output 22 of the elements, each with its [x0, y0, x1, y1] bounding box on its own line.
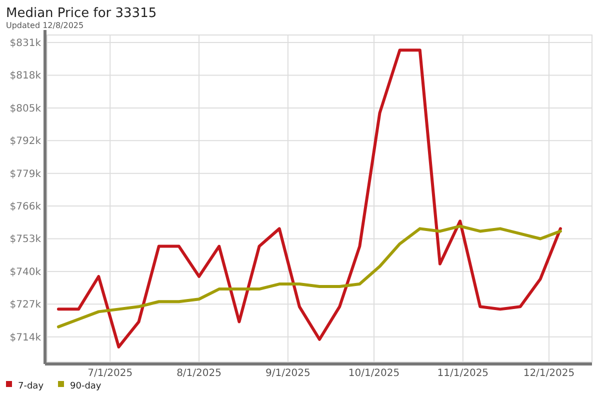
y-tick-label: $818k: [10, 70, 42, 82]
y-tick-label: $727k: [10, 300, 42, 311]
x-tick-label: 10/1/2025: [348, 368, 400, 379]
line-series: [56, 224, 562, 328]
y-tick-label: $831k: [10, 38, 42, 50]
line-series: [56, 48, 562, 348]
x-tick-label: 7/1/2025: [88, 368, 133, 379]
y-tick-label: $792k: [10, 136, 42, 148]
x-tick-label: 8/1/2025: [176, 368, 222, 379]
chart-title: Median Price for 33315: [6, 6, 157, 21]
x-tick-label: 9/1/2025: [265, 368, 310, 379]
legend-label: 90-day: [70, 382, 102, 392]
legend-label: 7-day: [18, 382, 44, 392]
y-tick-label: $740k: [10, 266, 42, 278]
x-tick-label: 12/1/2025: [523, 368, 575, 379]
y-tick-label: $779k: [10, 168, 42, 180]
y-tick-label: $753k: [10, 234, 42, 246]
y-tick-label: $805k: [10, 103, 42, 114]
y-tick-label: $714k: [10, 332, 42, 344]
y-tick-label: $766k: [10, 202, 42, 213]
x-tick-label: 11/1/2025: [437, 368, 489, 379]
chart-subtitle: Updated 12/8/2025: [6, 21, 84, 30]
